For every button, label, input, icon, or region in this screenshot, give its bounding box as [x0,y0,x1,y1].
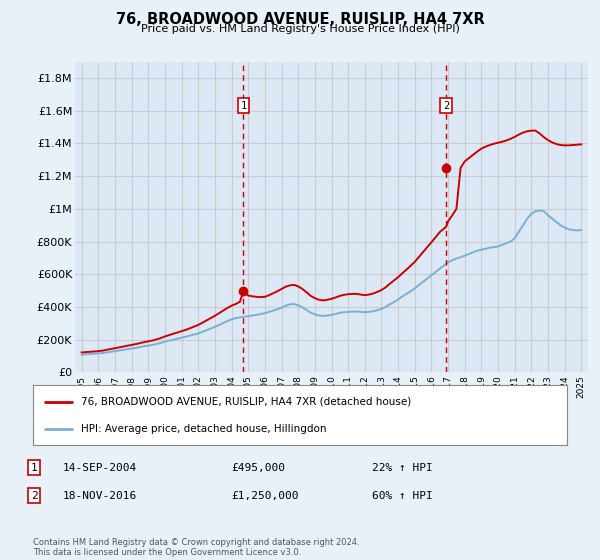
Text: 60% ↑ HPI: 60% ↑ HPI [372,491,433,501]
Text: 2: 2 [443,101,449,111]
Text: 22% ↑ HPI: 22% ↑ HPI [372,463,433,473]
Text: 2: 2 [31,491,38,501]
Text: HPI: Average price, detached house, Hillingdon: HPI: Average price, detached house, Hill… [81,424,326,435]
Text: £495,000: £495,000 [231,463,285,473]
Text: 76, BROADWOOD AVENUE, RUISLIP, HA4 7XR (detached house): 76, BROADWOOD AVENUE, RUISLIP, HA4 7XR (… [81,396,412,407]
Text: 76, BROADWOOD AVENUE, RUISLIP, HA4 7XR: 76, BROADWOOD AVENUE, RUISLIP, HA4 7XR [116,12,484,27]
Text: 1: 1 [240,101,247,111]
Text: £1,250,000: £1,250,000 [231,491,299,501]
Text: Price paid vs. HM Land Registry's House Price Index (HPI): Price paid vs. HM Land Registry's House … [140,24,460,34]
Text: 1: 1 [31,463,38,473]
Text: 14-SEP-2004: 14-SEP-2004 [63,463,137,473]
Text: Contains HM Land Registry data © Crown copyright and database right 2024.
This d: Contains HM Land Registry data © Crown c… [33,538,359,557]
Text: 18-NOV-2016: 18-NOV-2016 [63,491,137,501]
